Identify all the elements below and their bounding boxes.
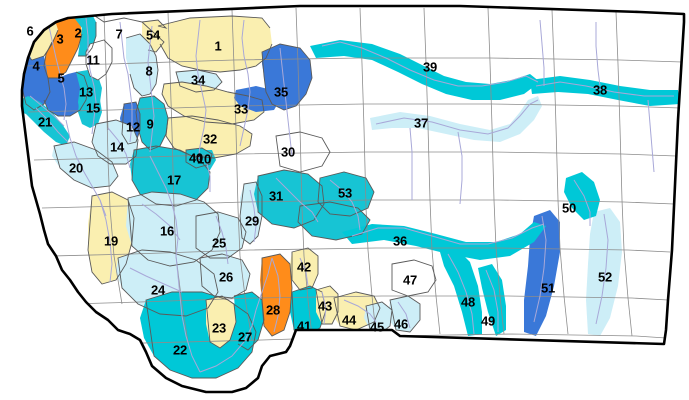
basin-label-21: 21 — [37, 114, 53, 130]
basin-label-12: 12 — [125, 119, 141, 135]
basin-47 — [386, 260, 436, 296]
basin-1 — [158, 16, 272, 72]
basin-36 — [342, 222, 546, 260]
basin-label-32: 32 — [202, 131, 218, 147]
basin-label-36: 36 — [392, 233, 408, 249]
basin-label-40: 40 — [188, 150, 204, 166]
basin-label-16: 16 — [159, 223, 175, 239]
county-line-layer — [23, 7, 683, 345]
basin-label-42: 42 — [296, 259, 312, 275]
river-layer — [29, 17, 674, 373]
basin-label-22: 22 — [172, 342, 188, 358]
basin-label-29: 29 — [244, 213, 260, 229]
basin-label-17: 17 — [166, 172, 182, 188]
basin-label-14: 14 — [109, 139, 125, 155]
basin-26 — [196, 254, 250, 298]
basin-label-31: 31 — [268, 188, 284, 204]
basin-label-11: 11 — [86, 52, 100, 68]
basin-label-37: 37 — [413, 115, 429, 131]
basin-label-48: 48 — [460, 294, 476, 310]
basin-label-2: 2 — [74, 25, 82, 41]
basin-label-6: 6 — [26, 23, 34, 39]
basin-label-1: 1 — [214, 38, 222, 54]
basin-52 — [586, 208, 622, 336]
basin-9 — [136, 96, 168, 150]
basin-label-52: 52 — [597, 269, 613, 285]
basin-label-24: 24 — [150, 282, 166, 298]
basin-label-15: 15 — [85, 100, 101, 116]
basin-32 — [166, 116, 252, 158]
basin-39 — [310, 40, 540, 100]
basin-label-46: 46 — [393, 316, 409, 332]
basin-label-49: 49 — [480, 313, 496, 329]
basin-label-28: 28 — [265, 302, 281, 318]
basin-label-19: 19 — [103, 233, 119, 249]
basin-label-23: 23 — [211, 320, 227, 336]
basin-46 — [388, 296, 420, 332]
basin-label-27: 27 — [237, 329, 253, 345]
basin-50 — [564, 172, 600, 220]
basin-42 — [290, 248, 318, 290]
basin-label-35: 35 — [273, 84, 289, 100]
basin-label-39: 39 — [422, 59, 438, 75]
basin-label-47: 47 — [402, 272, 418, 288]
basin-label-41: 41 — [296, 318, 312, 334]
basin-label-50: 50 — [561, 200, 577, 216]
basin-label-7: 7 — [115, 26, 123, 42]
basin-33 — [162, 82, 264, 124]
basin-label-54: 54 — [145, 27, 161, 43]
basin-label-43: 43 — [317, 298, 333, 314]
basin-3 — [44, 15, 82, 78]
basin-14 — [92, 120, 138, 164]
basin-45 — [364, 302, 392, 334]
basin-23 — [206, 296, 236, 348]
basin-label-33: 33 — [233, 101, 249, 117]
basin-label-13: 13 — [78, 84, 94, 100]
basin-20 — [52, 142, 118, 188]
basin-label-51: 51 — [540, 280, 556, 296]
basin-label-9: 9 — [146, 116, 154, 132]
basin-17 — [130, 146, 210, 206]
basin-label-30: 30 — [280, 144, 296, 160]
basin-label-5: 5 — [57, 70, 65, 86]
basin-label-26: 26 — [218, 269, 234, 285]
basin-label-45: 45 — [369, 319, 385, 335]
basin-label-25: 25 — [211, 235, 227, 251]
basin-boundary-layer — [22, 13, 437, 379]
basin-label-20: 20 — [68, 160, 84, 176]
basin-label-4: 4 — [32, 58, 40, 74]
basin-label-38: 38 — [592, 82, 608, 98]
basin-label-44: 44 — [341, 312, 357, 328]
basin-label-3: 3 — [56, 31, 64, 47]
basin-5 — [44, 72, 88, 116]
basin-label-34: 34 — [190, 72, 206, 88]
basin-label-10: 10 — [196, 151, 212, 167]
basin-label-8: 8 — [145, 63, 153, 79]
basin-label-53: 53 — [337, 185, 353, 201]
state-outline — [20, 4, 686, 394]
